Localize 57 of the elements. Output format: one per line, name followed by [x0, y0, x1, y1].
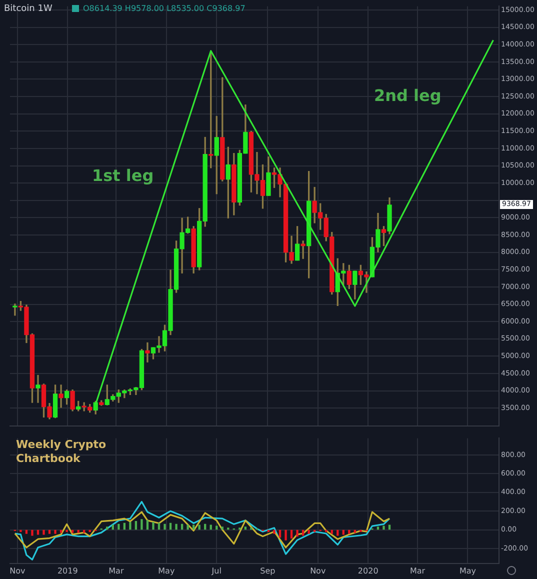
- bar: [284, 530, 287, 540]
- bar: [296, 530, 298, 537]
- bar: [342, 530, 344, 535]
- bar: [290, 530, 293, 539]
- bar: [152, 522, 154, 530]
- x-tick-label: May: [459, 566, 476, 576]
- bar: [308, 530, 310, 534]
- bar: [25, 530, 28, 534]
- chart-subtitle: O8614.39 H9578.00 L8535.00 C9368.97: [83, 4, 246, 13]
- candlestick: [12, 304, 18, 316]
- bar: [186, 524, 189, 530]
- x-tick-label: 2019: [57, 566, 78, 576]
- annotation: 2nd leg: [374, 86, 442, 107]
- bar: [348, 530, 350, 534]
- bar: [31, 530, 34, 536]
- x-tick-label: Mar: [108, 566, 124, 576]
- x-tick-label: Jul: [210, 566, 222, 576]
- x-tick-label: Mar: [410, 566, 426, 576]
- bar: [140, 519, 143, 530]
- bar: [169, 522, 172, 530]
- bar: [129, 522, 132, 530]
- x-tick-label: 2020: [358, 566, 378, 576]
- bar: [175, 524, 178, 530]
- bar: [164, 524, 166, 530]
- candlestick: [36, 374, 40, 403]
- bar: [354, 530, 356, 533]
- bar: [134, 521, 138, 530]
- bar: [77, 530, 80, 533]
- bar: [330, 530, 333, 534]
- bar: [42, 530, 45, 535]
- x-tick-label: Nov: [310, 566, 326, 576]
- bar: [36, 530, 40, 535]
- bar: [382, 526, 385, 530]
- bar: [54, 530, 56, 534]
- candlestick: [145, 342, 150, 362]
- bar: [244, 526, 247, 530]
- bar: [221, 526, 224, 530]
- bar: [376, 526, 380, 530]
- bar: [158, 522, 160, 530]
- annotation: 1st leg: [92, 166, 155, 187]
- bar: [216, 526, 218, 530]
- x-tick-label: May: [158, 566, 175, 576]
- bar: [146, 520, 149, 530]
- bar: [273, 530, 276, 534]
- bar: [71, 530, 74, 533]
- bar: [83, 530, 86, 533]
- candlestick: [300, 240, 306, 259]
- bar: [278, 530, 282, 538]
- annotation: Weekly Crypto Chartbook: [16, 438, 108, 467]
- x-tick-label: Nov: [10, 566, 26, 576]
- x-tick-label: Sep: [260, 566, 276, 576]
- bar: [60, 530, 62, 533]
- chart-title: Bitcoin 1W: [4, 4, 52, 14]
- bar: [48, 530, 51, 534]
- candlestick: [58, 384, 64, 408]
- bar: [106, 526, 108, 530]
- bar: [123, 522, 126, 530]
